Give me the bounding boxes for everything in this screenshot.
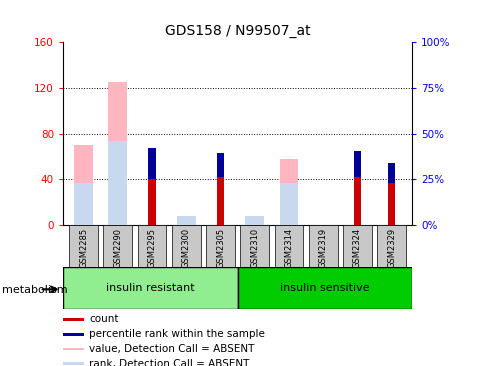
Bar [342, 225, 371, 269]
Bar [216, 177, 224, 225]
Bar [279, 159, 298, 225]
Text: count: count [89, 314, 119, 325]
Text: GSM2314: GSM2314 [284, 228, 293, 268]
Bar [69, 225, 98, 269]
Bar [63, 318, 84, 321]
Bar [387, 163, 394, 183]
Bar [206, 225, 234, 269]
Bar [74, 183, 93, 225]
Bar [237, 267, 411, 309]
Text: GSM2319: GSM2319 [318, 228, 327, 268]
Bar [216, 153, 224, 177]
Text: GSM2305: GSM2305 [215, 228, 225, 268]
Bar [63, 333, 84, 336]
Bar [274, 225, 303, 269]
Bar [353, 152, 361, 177]
Bar [245, 216, 264, 225]
Text: GSM2329: GSM2329 [386, 228, 395, 268]
Bar [171, 225, 200, 269]
Bar [148, 179, 155, 225]
Bar [103, 225, 132, 269]
Bar [148, 148, 155, 179]
Bar [108, 82, 127, 225]
Text: GSM2324: GSM2324 [352, 228, 361, 268]
Bar [74, 145, 93, 225]
Bar [63, 267, 237, 309]
Text: insulin resistant: insulin resistant [106, 283, 194, 293]
Bar [279, 183, 298, 225]
Text: percentile rank within the sample: percentile rank within the sample [89, 329, 265, 339]
Text: value, Detection Call = ABSENT: value, Detection Call = ABSENT [89, 344, 254, 354]
Text: rank, Detection Call = ABSENT: rank, Detection Call = ABSENT [89, 359, 249, 366]
Bar [308, 225, 337, 269]
Bar [137, 225, 166, 269]
Bar [177, 216, 196, 225]
Bar [108, 141, 127, 225]
Text: GSM2295: GSM2295 [147, 228, 156, 268]
Bar [63, 362, 84, 365]
Text: metabolism: metabolism [2, 285, 68, 295]
Text: GSM2310: GSM2310 [250, 228, 259, 268]
Bar [353, 177, 361, 225]
Title: GDS158 / N99507_at: GDS158 / N99507_at [165, 24, 310, 38]
Text: GSM2300: GSM2300 [182, 228, 190, 268]
Bar [377, 225, 405, 269]
Bar [240, 225, 269, 269]
Bar [387, 183, 394, 225]
Bar [63, 348, 84, 350]
Text: GSM2285: GSM2285 [79, 228, 88, 268]
Text: GSM2290: GSM2290 [113, 228, 122, 268]
Text: insulin sensitive: insulin sensitive [280, 283, 369, 293]
